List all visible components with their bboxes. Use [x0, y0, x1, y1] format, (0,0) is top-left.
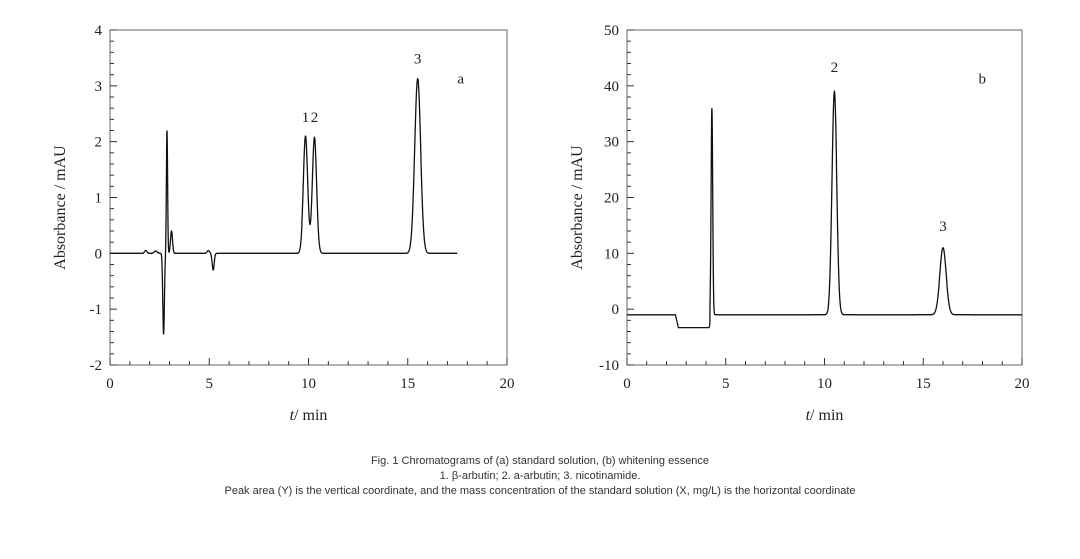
x-tick-label: 20: [1015, 376, 1030, 392]
x-tick-label: 10: [301, 376, 316, 392]
x-tick-label: 15: [400, 376, 415, 392]
figure-caption-note: Peak area (Y) is the vertical coordinate…: [224, 485, 856, 497]
x-axis-label: t/ min: [290, 407, 328, 424]
y-tick-label: -2: [90, 358, 103, 374]
figure-caption-legend: 1. β-arbutin; 2. a-arbutin; 3. nicotinam…: [439, 470, 641, 482]
panel-label: a: [457, 72, 464, 88]
peak-label: 2: [831, 60, 839, 76]
peak-label: 1: [302, 110, 310, 126]
y-axis-label: Absorbance / mAU: [569, 145, 586, 270]
y-tick-label: 0: [95, 246, 103, 262]
y-axis-label: Absorbance / mAU: [52, 145, 69, 270]
x-tick-label: 0: [106, 376, 114, 392]
y-tick-label: 1: [95, 191, 103, 207]
y-tick-label: 3: [95, 79, 103, 95]
y-tick-label: 2: [95, 135, 103, 151]
x-tick-label: 5: [206, 376, 214, 392]
peak-label: 3: [414, 52, 422, 68]
y-tick-label: -10: [599, 358, 619, 374]
y-tick-label: -1: [90, 302, 103, 318]
x-tick-label: 5: [722, 376, 730, 392]
y-tick-label: 4: [95, 23, 103, 39]
x-tick-label: 15: [916, 376, 931, 392]
chromatogram-trace: [627, 89, 1022, 329]
x-tick-label: 0: [623, 376, 631, 392]
y-tick-label: 30: [604, 135, 619, 151]
y-tick-label: 10: [604, 246, 619, 262]
x-tick-label: 20: [500, 376, 515, 392]
peak-label: 2: [311, 110, 319, 126]
y-tick-label: 20: [604, 191, 619, 207]
y-tick-label: 0: [612, 302, 620, 318]
figure-caption-title: Fig. 1 Chromatograms of (a) standard sol…: [370, 455, 710, 467]
y-tick-label: 50: [604, 23, 619, 39]
x-tick-label: 10: [817, 376, 832, 392]
chromatogram-trace: [110, 77, 458, 335]
y-tick-label: 40: [604, 79, 619, 95]
x-axis-label: t/ min: [806, 407, 844, 424]
panel-label: b: [979, 72, 987, 88]
peak-label: 3: [939, 219, 947, 235]
